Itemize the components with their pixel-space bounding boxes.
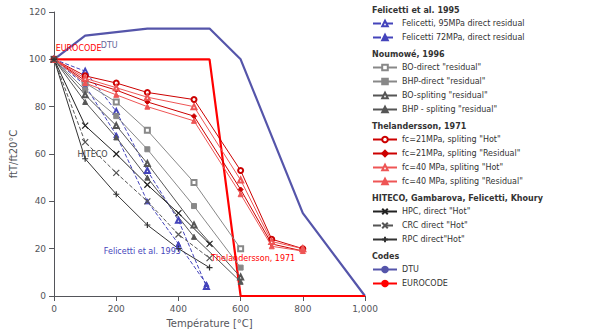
svg-text:800: 800 <box>294 304 311 314</box>
svg-text:CRC direct "Hot": CRC direct "Hot" <box>402 221 468 230</box>
svg-text:fc=40 MPa, spliting "Residual": fc=40 MPa, spliting "Residual" <box>402 177 523 186</box>
svg-text:40: 40 <box>35 196 47 206</box>
svg-text:1,000: 1,000 <box>352 304 378 314</box>
svg-text:ftT/ft20°C: ftT/ft20°C <box>8 130 19 179</box>
svg-text:BO-spliting "residual": BO-spliting "residual" <box>402 91 488 100</box>
svg-text:HPC, direct "Hot": HPC, direct "Hot" <box>402 207 470 216</box>
svg-text:Felicetti et al. 1995: Felicetti et al. 1995 <box>372 6 460 15</box>
svg-text:fc=21MPa, spliting "Residual": fc=21MPa, spliting "Residual" <box>402 149 520 158</box>
svg-text:400: 400 <box>170 304 187 314</box>
svg-text:BO-direct "residual": BO-direct "residual" <box>402 63 481 72</box>
svg-text:200: 200 <box>108 304 125 314</box>
svg-text:Thelandersson, 1971: Thelandersson, 1971 <box>210 254 295 263</box>
svg-text:Felicetti 72MPa, direct residu: Felicetti 72MPa, direct residual <box>402 33 525 42</box>
svg-text:HITECO: HITECO <box>77 150 107 159</box>
svg-text:HITECO, Gambarova, Felicetti,: HITECO, Gambarova, Felicetti, Khoury <box>372 194 544 203</box>
svg-text:RPC direct"Hot": RPC direct"Hot" <box>402 235 465 244</box>
svg-text:0: 0 <box>40 291 46 301</box>
svg-text:60: 60 <box>35 149 47 159</box>
svg-text:80: 80 <box>35 102 47 112</box>
svg-text:BHP - spliting "residual": BHP - spliting "residual" <box>402 105 497 114</box>
svg-text:EUROCODE: EUROCODE <box>402 279 448 288</box>
svg-text:DTU: DTU <box>402 265 419 274</box>
svg-text:0: 0 <box>51 304 57 314</box>
svg-text:fc=40 MPa, spliting "Hot": fc=40 MPa, spliting "Hot" <box>402 163 503 172</box>
svg-text:Noumowé, 1996: Noumowé, 1996 <box>372 49 445 59</box>
svg-text:Felicetti, 95MPa direct residu: Felicetti, 95MPa direct residual <box>402 19 525 28</box>
svg-text:600: 600 <box>232 304 249 314</box>
svg-text:120: 120 <box>29 7 46 17</box>
svg-text:DTU: DTU <box>101 41 118 50</box>
svg-text:EUROCODE: EUROCODE <box>56 44 102 53</box>
svg-text:Codes: Codes <box>372 252 400 261</box>
svg-text:Température [°C]: Température [°C] <box>165 318 252 329</box>
svg-text:Thelandersson, 1971: Thelandersson, 1971 <box>372 122 467 131</box>
svg-text:fc=21MPa, spliting "Hot": fc=21MPa, spliting "Hot" <box>402 135 501 144</box>
svg-text:BHP-direct "residual": BHP-direct "residual" <box>402 77 486 86</box>
svg-text:Felicetti et al. 1995: Felicetti et al. 1995 <box>104 247 181 256</box>
svg-text:20: 20 <box>35 244 47 254</box>
svg-text:100: 100 <box>29 54 46 64</box>
